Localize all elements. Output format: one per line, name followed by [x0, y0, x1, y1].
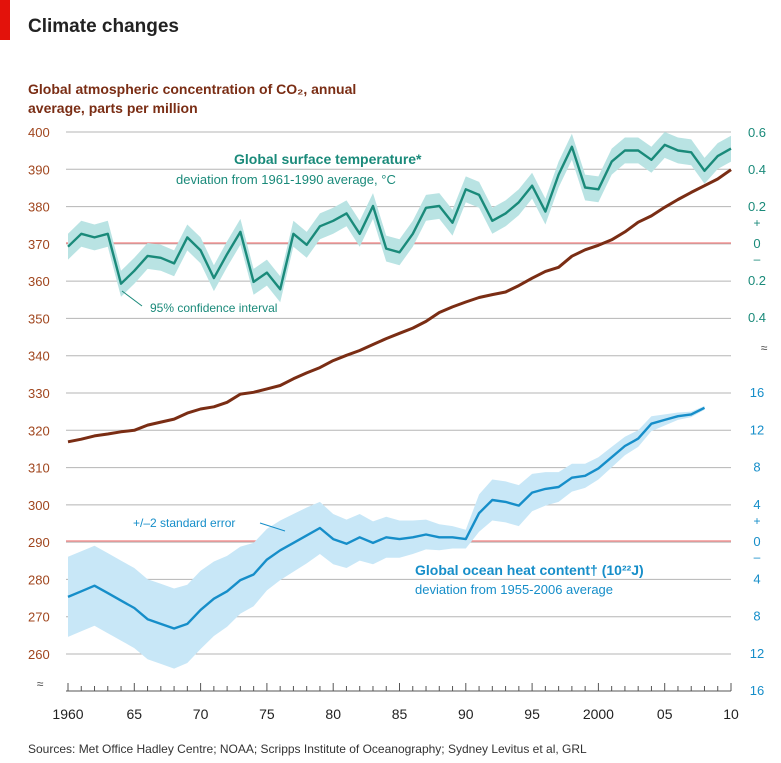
co2-series-line: [67, 168, 732, 444]
ocean-axis-tick-label: 8: [753, 460, 760, 475]
temperature-series-line: [67, 143, 732, 291]
co2-axis-tick-label: 350: [28, 311, 50, 326]
ocean-axis-tick-label: 4: [753, 571, 760, 586]
temperature-axis-tick-label: 0.6: [748, 125, 766, 140]
x-axis-tick-label: 75: [259, 706, 275, 722]
ocean-axis-tick-label: 16: [750, 385, 764, 400]
co2-axis-tick-label: 380: [28, 200, 50, 215]
temperature-axis-tick-label: 0.4: [748, 310, 766, 325]
page-title: Climate changes: [28, 16, 179, 37]
x-axis-tick-label: 80: [325, 706, 341, 722]
ocean-series-line: [67, 406, 706, 630]
temperature-axis-tick-label: 0.2: [748, 273, 766, 288]
confidence-interval-label: 95% confidence interval: [150, 301, 277, 315]
standard-error-label: +/–2 standard error: [133, 516, 235, 530]
axis-break-left: ≈: [37, 677, 44, 691]
x-axis-tick-label: 65: [127, 706, 143, 722]
ocean-axis-tick-label: 12: [750, 422, 764, 437]
ocean-chart-subtitle: deviation from 1955-2006 average: [415, 582, 613, 597]
x-axis-tick-label: 70: [193, 706, 209, 722]
brand-tab: [0, 0, 10, 40]
co2-axis-tick-label: 260: [28, 647, 50, 662]
co2-axis-tick-label: 290: [28, 535, 50, 550]
co2-axis-tick-label: 330: [28, 386, 50, 401]
ocean-axis-tick-label: 8: [753, 609, 760, 624]
ocean-chart-title: Global ocean heat content† (10²²J): [415, 562, 644, 578]
x-axis-tick-label: 10: [723, 706, 739, 722]
source-note: Sources: Met Office Hadley Centre; NOAA;…: [28, 742, 587, 756]
ocean-axis-tick-label: 4: [753, 497, 760, 512]
ocean-axis-tick-label: 16: [750, 683, 764, 698]
x-axis-tick-label: 2000: [583, 706, 614, 722]
x-axis-tick-label: 95: [524, 706, 540, 722]
co2-axis-tick-label: 370: [28, 237, 50, 252]
annotation-leader: [121, 290, 143, 307]
co2-axis-tick-label: 360: [28, 274, 50, 289]
ocean-axis-sign: –: [754, 550, 761, 564]
x-axis-tick-label: 85: [392, 706, 408, 722]
co2-axis-tick-label: 340: [28, 349, 50, 364]
co2-axis-tick-label: 280: [28, 572, 50, 587]
co2-axis-tick-label: 310: [28, 461, 50, 476]
co2-axis-tick-label: 320: [28, 423, 50, 438]
ocean-axis-sign: +: [753, 514, 760, 528]
ocean-axis-tick-label: 12: [750, 646, 764, 661]
temperature-confidence-band: [68, 132, 731, 303]
temperature-axis-sign: +: [753, 216, 760, 230]
annotation-leader: [259, 522, 286, 532]
temperature-axis-tick-label: 0.2: [748, 199, 766, 214]
temperature-chart-title: Global surface temperature*: [234, 151, 422, 167]
temperature-axis-sign: –: [754, 252, 761, 266]
temperature-axis-tick-label: 0.4: [748, 162, 766, 177]
x-axis-tick-label: 90: [458, 706, 474, 722]
x-axis-tick-label: 1960: [52, 706, 83, 722]
x-axis-tick-label: 05: [657, 706, 673, 722]
temperature-axis-tick-label: 0: [753, 236, 760, 251]
co2-chart-title: Global atmospheric concentration of CO₂,…: [28, 81, 357, 116]
ocean-axis-tick-label: 0: [753, 534, 760, 549]
co2-axis-tick-label: 300: [28, 498, 50, 513]
co2-axis-tick-label: 270: [28, 610, 50, 625]
temperature-chart-subtitle: deviation from 1961-1990 average, °C: [176, 172, 396, 187]
co2-axis-tick-label: 400: [28, 125, 50, 140]
axis-break-right: ≈: [761, 341, 768, 355]
co2-axis-tick-label: 390: [28, 162, 50, 177]
